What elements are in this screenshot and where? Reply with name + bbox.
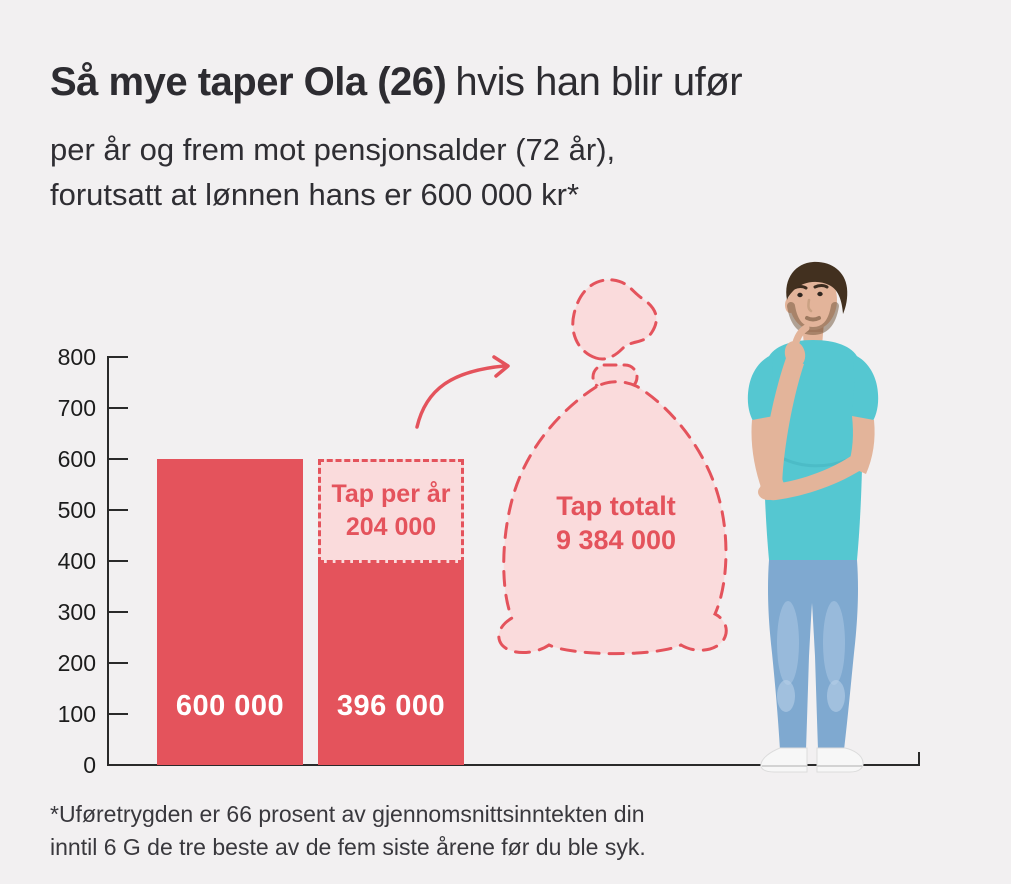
y-tick-mark-500 (108, 509, 128, 511)
person-shirt-sleeve-left (747, 354, 775, 424)
y-axis-line (107, 356, 109, 766)
page-subtitle-line1: per år og frem mot pensjonsalder (72 år)… (50, 132, 616, 167)
y-tick-mark-700 (108, 407, 128, 409)
page-title-bold: Så mye taper Ola (26) (50, 60, 447, 104)
person-finger (791, 324, 810, 350)
y-tick-mark-400 (108, 560, 128, 562)
x-axis-end-tick (918, 752, 920, 765)
y-tick-label-200: 200 (57, 650, 96, 676)
person-head (785, 270, 839, 336)
bar-value-label: 396 000 (336, 689, 446, 722)
person-shoe-right (816, 747, 864, 773)
loss-overlay-line2: 204 000 (345, 513, 437, 542)
y-tick-label-500: 500 (57, 497, 96, 523)
y-tick-label-800: 800 (57, 344, 96, 370)
money-bag-label-line2: 9 384 000 (555, 525, 677, 555)
page-subtitle: per år og frem mot pensjonsalder (72 år)… (50, 127, 615, 217)
person-shoe-left (760, 747, 808, 773)
bar-600000: 600 000 (157, 459, 303, 765)
bag-body (497, 380, 728, 656)
y-tick-label-400: 400 (57, 548, 96, 574)
money-bag-label: Tap totalt 9 384 000 (505, 489, 727, 557)
loss-per-year-overlay: Tap per år 204 000 (318, 459, 464, 564)
person-jeans-knee-left (777, 680, 795, 712)
money-bag-label-line1: Tap totalt (556, 491, 676, 521)
bar-value-label: 600 000 (175, 690, 285, 722)
person-jeans-wash-left (777, 601, 799, 685)
footnote-line1: *Uføretrygden er 66 prosent av gjennomsn… (50, 801, 645, 827)
y-tick-label-0: 0 (83, 752, 96, 778)
bar-396000: 396 000 (318, 563, 464, 765)
y-tick-label-300: 300 (57, 599, 96, 625)
y-tick-label-600: 600 (57, 446, 96, 472)
person-hair (786, 261, 848, 314)
y-tick-mark-600 (108, 458, 128, 460)
y-tick-label-700: 700 (57, 395, 96, 421)
x-axis-line (107, 764, 920, 766)
loss-overlay-line1: Tap per år (331, 480, 451, 509)
money-bag-illustration (415, 278, 728, 656)
y-tick-label-100: 100 (57, 701, 96, 727)
person-hand-chin (784, 341, 806, 367)
bag-top-knot-fabric (571, 278, 658, 361)
y-tick-mark-800 (108, 356, 128, 358)
person-jeans-wash-right (823, 601, 845, 685)
arrow-to-bag (415, 355, 510, 429)
page-title-regular: hvis han blir ufør (455, 60, 743, 104)
y-tick-mark-100 (108, 713, 128, 715)
page-subtitle-line2: forutsatt at lønnen hans er 600 000 kr* (50, 177, 580, 212)
y-tick-mark-200 (108, 662, 128, 664)
person-shirt-sleeve-right (851, 354, 879, 424)
footnote-line2: inntil 6 G de tre beste av de fem siste … (50, 834, 646, 860)
thinking-man-illustration (747, 261, 879, 773)
footnote: *Uføretrygden er 66 prosent av gjennomsn… (50, 798, 646, 864)
person-jeans-knee-right (827, 680, 845, 712)
person-forearm-raised (760, 358, 804, 492)
person-forearm-crossed (764, 454, 864, 501)
page-title: Så mye taper Ola (26) hvis han blir ufør (50, 58, 743, 106)
y-tick-mark-300 (108, 611, 128, 613)
